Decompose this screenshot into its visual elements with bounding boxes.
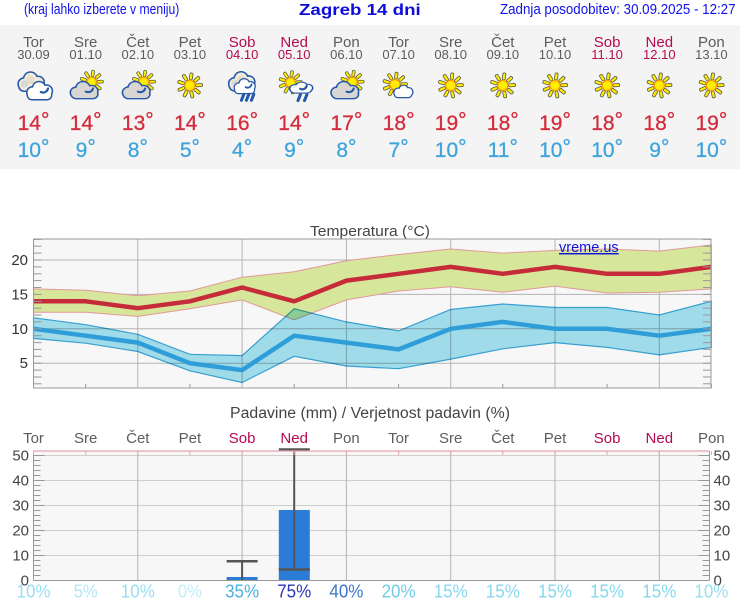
svg-text:Čet: Čet [491, 430, 515, 447]
svg-text:10%: 10% [121, 582, 155, 600]
svg-text:0: 0 [21, 573, 29, 590]
svg-text:50: 50 [714, 448, 731, 465]
svg-text:Pet: Pet [544, 430, 567, 447]
svg-text:75%: 75% [277, 582, 311, 600]
svg-text:15%: 15% [486, 582, 520, 600]
svg-text:5%: 5% [74, 582, 98, 600]
svg-text:vreme.us: vreme.us [559, 240, 619, 256]
svg-text:Padavine (mm) / Verjetnost pad: Padavine (mm) / Verjetnost padavin (%) [230, 405, 510, 422]
svg-text:30: 30 [12, 498, 29, 515]
svg-text:20: 20 [714, 523, 731, 540]
svg-text:Sob: Sob [594, 430, 621, 447]
svg-text:0%: 0% [178, 582, 202, 600]
svg-text:Tor: Tor [23, 430, 44, 447]
svg-text:Sob: Sob [229, 430, 256, 447]
svg-text:Temperatura (°C): Temperatura (°C) [310, 223, 430, 240]
svg-text:40: 40 [714, 473, 731, 490]
svg-text:30: 30 [714, 498, 731, 515]
svg-text:Sre: Sre [74, 430, 97, 447]
svg-text:Pon: Pon [698, 430, 725, 447]
svg-text:Pet: Pet [179, 430, 202, 447]
svg-text:15%: 15% [538, 582, 572, 600]
svg-text:35%: 35% [225, 582, 259, 600]
svg-text:20: 20 [11, 252, 28, 269]
svg-text:20: 20 [12, 523, 29, 540]
svg-text:15%: 15% [590, 582, 624, 600]
svg-text:10%: 10% [17, 582, 51, 600]
svg-text:40: 40 [12, 473, 29, 490]
svg-text:0: 0 [714, 573, 722, 590]
svg-text:Ned: Ned [280, 430, 308, 447]
svg-text:Tor: Tor [388, 430, 409, 447]
svg-text:10%: 10% [694, 582, 728, 600]
svg-text:10: 10 [12, 548, 29, 565]
svg-text:Čet: Čet [126, 430, 150, 447]
svg-text:15%: 15% [642, 582, 676, 600]
svg-text:5: 5 [20, 355, 28, 372]
svg-text:Sre: Sre [439, 430, 462, 447]
svg-text:40%: 40% [329, 582, 363, 600]
svg-text:10: 10 [11, 321, 28, 338]
svg-text:50: 50 [12, 448, 29, 465]
svg-text:10: 10 [714, 548, 731, 565]
svg-text:Pon: Pon [333, 430, 360, 447]
svg-text:Ned: Ned [646, 430, 674, 447]
svg-text:15: 15 [11, 286, 28, 303]
svg-text:15%: 15% [434, 582, 468, 600]
svg-text:20%: 20% [382, 582, 416, 600]
